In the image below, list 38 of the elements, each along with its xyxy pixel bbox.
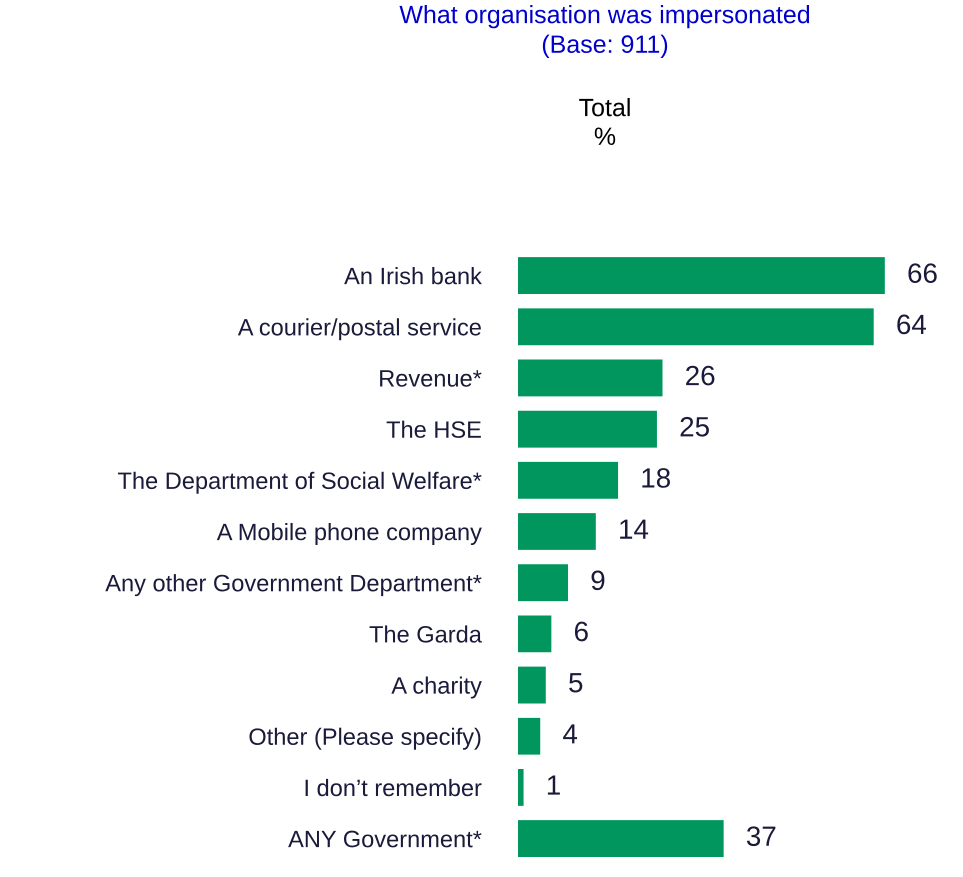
bar — [518, 360, 663, 396]
y-tick-label: I don’t remember — [306, 778, 482, 796]
bar — [518, 410, 657, 448]
bar — [518, 820, 724, 858]
bar — [518, 462, 618, 499]
data-label: 6 — [574, 622, 588, 642]
data-label: 14 — [620, 520, 648, 539]
chart-subtitle: Total % — [579, 98, 630, 146]
y-tick-label: Any other Government Department* — [105, 574, 482, 596]
bar — [518, 718, 540, 755]
chart-title: What organisation was impersonated (Base: 911) — [399, 5, 810, 58]
data-label: 9 — [592, 570, 604, 590]
y-tick-label: Revenue* — [380, 370, 482, 387]
bar — [518, 615, 552, 652]
y-tick-label: The HSE — [386, 420, 481, 438]
data-label: 64 — [897, 314, 926, 334]
data-label: 18 — [642, 468, 670, 488]
y-tick-label: The Garda — [370, 625, 482, 643]
y-tick-label: A charity — [391, 676, 482, 699]
bar — [518, 564, 568, 602]
bar — [518, 769, 524, 806]
data-label: 4 — [563, 724, 578, 744]
data-label: 25 — [680, 416, 709, 437]
bar — [518, 666, 546, 704]
data-label: 5 — [569, 673, 582, 693]
data-label: 1 — [548, 776, 560, 795]
y-tick-label: A Mobile phone company — [216, 522, 482, 545]
y-tick-label: ANY Government* — [288, 830, 482, 848]
y-tick-label: An Irish bank — [344, 267, 482, 284]
data-label: 66 — [908, 263, 937, 284]
bar — [518, 308, 874, 346]
y-tick-label: The Department of Social Welfare* — [118, 472, 482, 494]
y-tick-label: Other (Please specify) — [249, 728, 480, 750]
bar — [518, 513, 596, 550]
data-label: 26 — [686, 366, 714, 386]
bar — [518, 257, 885, 294]
data-label: 37 — [746, 826, 776, 846]
y-tick-label: A courier/postal service — [238, 318, 481, 340]
